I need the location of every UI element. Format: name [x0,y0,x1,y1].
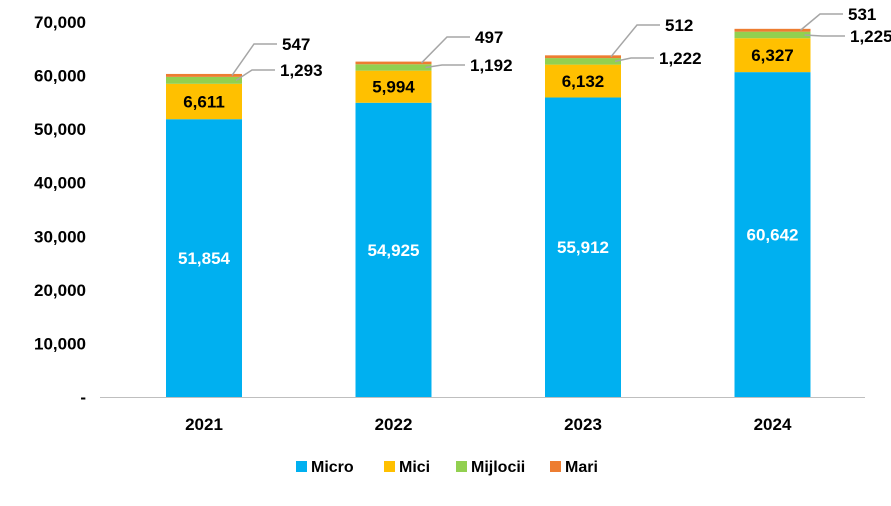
leader-line-mari [420,36,470,64]
y-tick-label: 30,000 [34,227,86,246]
data-label-mijlocii: 1,192 [470,56,513,75]
y-tick-label: 40,000 [34,174,86,193]
leader-line-mari [231,43,277,76]
data-label-micro: 60,642 [747,226,799,245]
leader-line-mijlocii [235,69,275,81]
x-tick-label: 2024 [754,415,792,434]
data-label-mici: 6,327 [751,46,794,65]
bar-segment-micro [734,72,811,397]
x-tick-label: 2023 [564,415,602,434]
leader-line-mijlocii [425,64,465,69]
legend-label-micro: Micro [311,459,354,476]
x-tick-label: 2022 [375,415,413,434]
legend-label-mari: Mari [565,459,598,476]
data-label-mijlocii: 1,293 [280,61,323,80]
bars-group [166,28,811,398]
data-label-mari: 531 [848,5,876,24]
bar-segment-mijlocii [355,64,432,71]
bar-segment-mari [166,73,242,77]
bar-segment-micro [545,97,621,397]
bar-segment-mici [545,64,621,98]
leader-lines [231,13,845,81]
bar-segment-mici [166,83,242,120]
x-tick-label: 2021 [185,415,223,434]
data-label-mijlocii: 1,225 [850,27,891,46]
legend-swatch-micro [296,461,307,472]
bar-segment-mici [355,70,432,103]
bar-segment-mari [545,55,621,59]
data-label-mari: 497 [475,28,503,47]
x-axis: 2021 2022 2023 2024 [185,415,792,434]
bar-segment-mari [734,28,811,32]
data-label-mijlocii: 1,222 [659,49,702,68]
data-label-mari: 547 [282,35,310,54]
bar-segment-micro [166,119,242,397]
data-label-mici: 5,994 [372,78,415,97]
bar-segment-mici [734,38,811,73]
data-label-mari: 512 [665,16,693,35]
bar-segment-mari [355,61,432,65]
legend-label-mijlocii: Mijlocii [471,459,525,476]
bar-segment-mijlocii [734,31,811,39]
legend-label-mici: Mici [399,459,430,476]
y-tick-label: 60,000 [34,67,86,86]
bar-segment-micro [355,102,432,398]
y-tick-label: 20,000 [34,281,86,300]
data-label-micro: 55,912 [557,238,609,257]
bar-segment-mijlocii [545,58,621,65]
y-axis: - 10,000 20,000 30,000 40,000 50,000 60,000 70,… [34,13,86,407]
data-labels: 51,854 6,611 1,293 547 54,925 5,994 1,192 497 55… [178,5,891,268]
y-tick-label: 10,000 [34,334,86,353]
y-tick-label: - [80,388,86,407]
bar-segment-mijlocii [166,76,242,84]
data-label-mici: 6,132 [562,72,605,91]
data-label-micro: 54,925 [368,241,420,260]
leader-line-mijlocii [804,34,845,37]
legend: Micro Mici Mijlocii Mari [296,459,598,476]
leader-line-mari [800,13,843,31]
legend-swatch-mijlocii [456,461,467,472]
leader-line-mari [610,24,660,58]
y-tick-label: 70,000 [34,13,86,32]
data-label-mici: 6,611 [183,93,225,112]
y-tick-label: 50,000 [34,120,86,139]
leader-line-mijlocii [614,57,654,63]
legend-swatch-mari [550,461,561,472]
legend-swatch-mici [384,461,395,472]
data-label-micro: 51,854 [178,249,231,268]
